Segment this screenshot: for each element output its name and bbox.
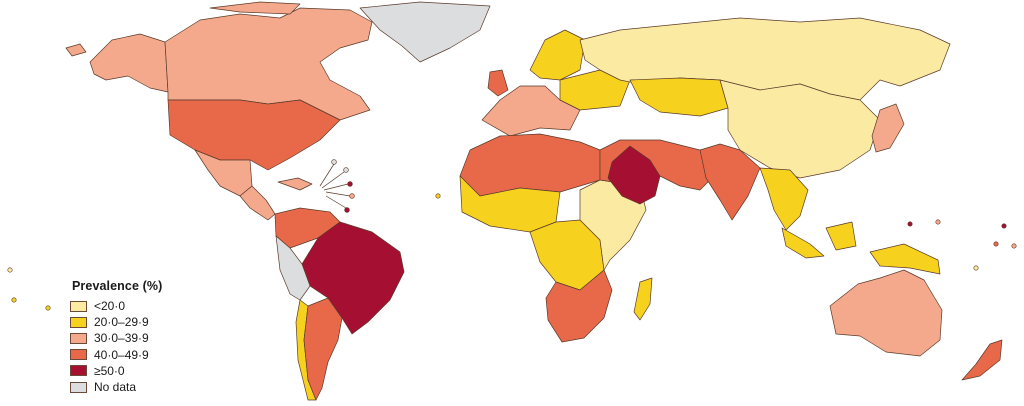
island-dot bbox=[907, 221, 913, 227]
legend-label: 40·0–49·9 bbox=[94, 347, 149, 362]
map-legend: Prevalence (%) <20·0 20·0–29·9 30·0–39·9 40… bbox=[70, 279, 210, 395]
region-alaska-islands bbox=[65, 43, 87, 57]
region-new-zealand bbox=[961, 339, 1003, 381]
island-dot bbox=[1001, 223, 1007, 229]
region-japan-korea bbox=[871, 103, 905, 153]
legend-swatch bbox=[70, 381, 87, 393]
region-kazakhstan bbox=[629, 77, 729, 117]
island-dot bbox=[993, 241, 999, 247]
caribbean-callout bbox=[319, 163, 351, 209]
legend-swatch bbox=[70, 365, 87, 377]
island-dot bbox=[1011, 243, 1017, 249]
island-dot bbox=[45, 305, 51, 311]
legend-label: ≥50·0 bbox=[94, 363, 125, 378]
region-indonesia-east bbox=[869, 243, 941, 275]
legend-swatch bbox=[70, 316, 87, 328]
region-china-mongolia bbox=[719, 79, 881, 179]
region-uk-ireland bbox=[487, 69, 509, 97]
region-russia bbox=[579, 17, 951, 101]
region-indonesia-borneo bbox=[825, 221, 857, 251]
legend-swatch bbox=[70, 349, 87, 361]
legend-label: <20·0 bbox=[94, 299, 126, 314]
region-australia bbox=[829, 269, 943, 357]
region-canada-north bbox=[209, 1, 301, 15]
region-southeast-asia bbox=[759, 167, 809, 231]
region-north-africa bbox=[459, 133, 601, 197]
region-indonesia bbox=[781, 227, 825, 259]
legend-swatch bbox=[70, 332, 87, 344]
legend-items: <20·0 20·0–29·9 30·0–39·9 40·0–49·9 ≥50·0 No … bbox=[70, 298, 210, 395]
region-scandinavia bbox=[529, 29, 586, 81]
legend-item: <20·0 bbox=[70, 298, 210, 314]
region-alaska bbox=[89, 33, 169, 93]
region-peru-bolivia bbox=[275, 235, 311, 301]
legend-label: 20·0–29·9 bbox=[94, 315, 149, 330]
legend-label: No data bbox=[94, 380, 137, 395]
island-dot bbox=[7, 267, 13, 273]
region-caribbean bbox=[277, 177, 313, 191]
legend-label: 30·0–39·9 bbox=[94, 331, 149, 346]
legend-item: No data bbox=[70, 379, 210, 395]
island-dot bbox=[935, 219, 941, 225]
region-saudi-arabia bbox=[607, 145, 661, 205]
legend-item: 30·0–39·9 bbox=[70, 330, 210, 346]
legend-item: 40·0–49·9 bbox=[70, 347, 210, 363]
legend-title: Prevalence (%) bbox=[72, 279, 163, 293]
region-greenland bbox=[359, 1, 491, 63]
region-india bbox=[699, 143, 761, 221]
region-argentina bbox=[303, 297, 343, 401]
island-dot bbox=[435, 193, 441, 199]
region-madagascar bbox=[633, 277, 653, 321]
legend-item: ≥50·0 bbox=[70, 363, 210, 379]
legend-item: 20·0–29·9 bbox=[70, 314, 210, 330]
island-dot bbox=[973, 265, 979, 271]
island-dot bbox=[11, 297, 17, 303]
legend-swatch bbox=[70, 300, 87, 312]
region-usa bbox=[167, 99, 341, 171]
region-southern-africa bbox=[545, 269, 613, 343]
